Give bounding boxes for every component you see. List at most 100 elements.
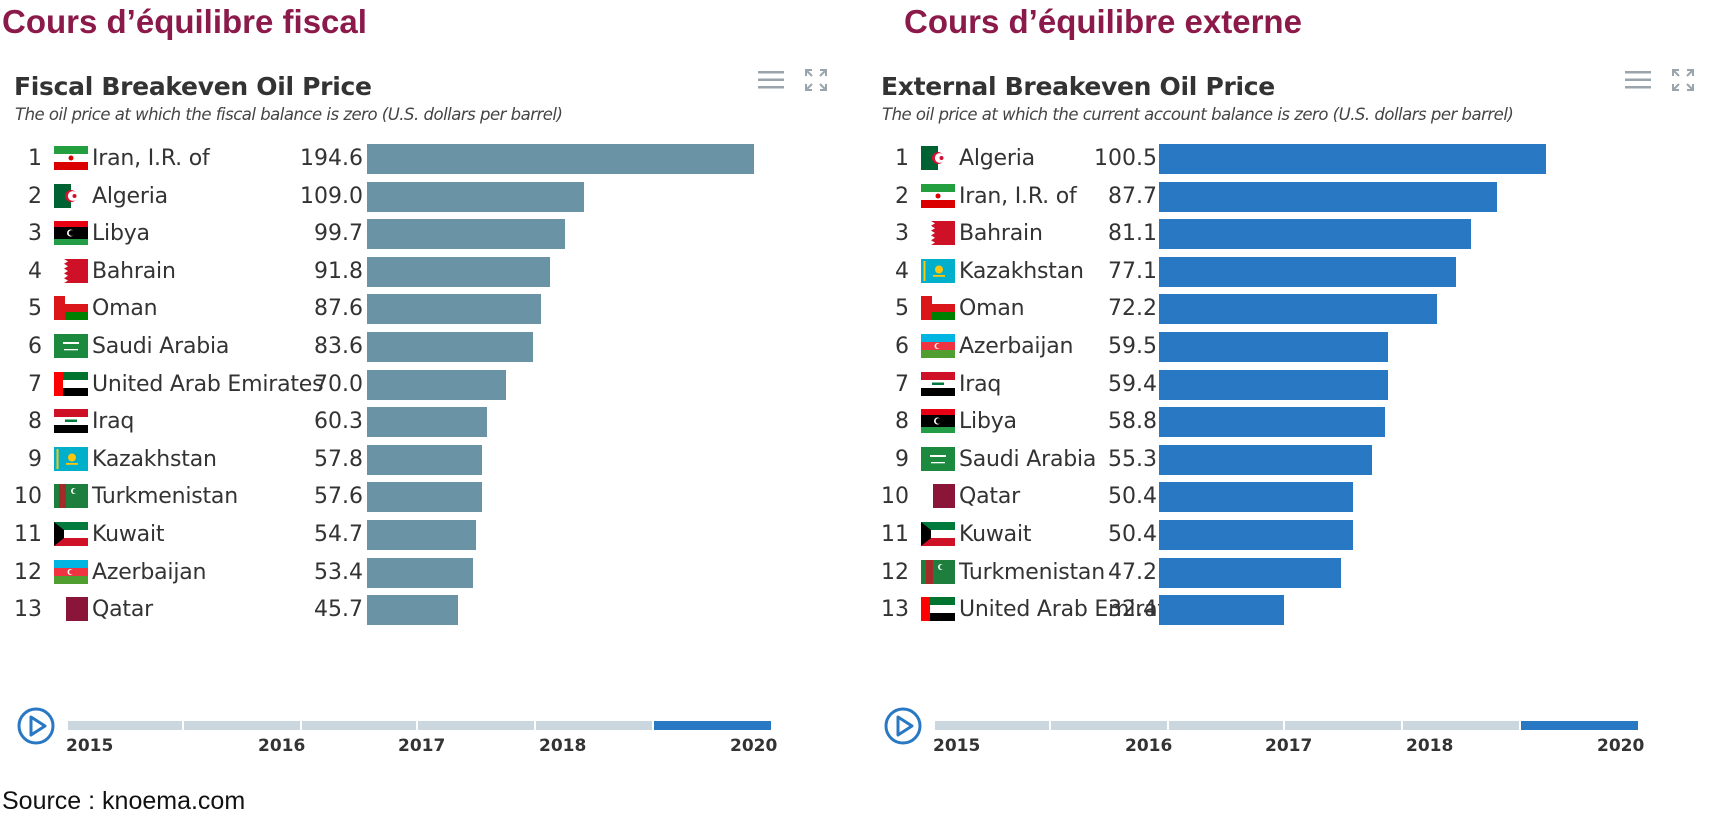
bar-row-qatar[interactable]: 13 Qatar 45.7 [0, 593, 860, 627]
flag-turkmenistan-icon [54, 484, 88, 509]
bar-row-libya[interactable]: 3 Libya 99.7 [0, 217, 860, 251]
value-label: 47.2 [1108, 559, 1157, 585]
timeline-segment[interactable] [184, 721, 300, 730]
chart-title: Fiscal Breakeven Oil Price [14, 72, 372, 101]
flag-algeria-icon [921, 146, 955, 170]
bar[interactable] [367, 482, 482, 513]
bar-row-bahrain[interactable]: 4 Bahrain 91.8 [0, 255, 860, 289]
bar-row-united-arab-emirates[interactable]: 13 United Arab Emirates 32.4 [867, 593, 1716, 627]
bar[interactable] [367, 407, 487, 438]
bar[interactable] [1159, 144, 1546, 174]
timeline-segment[interactable] [1169, 721, 1283, 730]
timeline-segment[interactable] [68, 721, 182, 730]
country-label: Turkmenistan [959, 559, 1105, 585]
play-icon[interactable] [883, 706, 923, 746]
bar[interactable] [1159, 332, 1389, 362]
timeline-segment[interactable] [302, 721, 416, 730]
timeline-segment[interactable] [418, 721, 534, 730]
bar-row-iran-i-r-of[interactable]: 2 Iran, I.R. of 87.7 [867, 180, 1716, 214]
bar[interactable] [367, 557, 474, 588]
rank-label: 4 [895, 258, 909, 284]
timeline-segment[interactable] [1285, 721, 1401, 730]
bar-row-oman[interactable]: 5 Oman 87.6 [0, 292, 860, 326]
bar[interactable] [367, 444, 482, 475]
bar[interactable] [1159, 557, 1341, 588]
menu-icon[interactable] [756, 68, 786, 92]
bar-row-azerbaijan[interactable]: 6 Azerbaijan 59.5 [867, 330, 1716, 364]
menu-icon[interactable] [1623, 68, 1653, 92]
timeline-segment[interactable] [536, 721, 652, 730]
bar-row-kuwait[interactable]: 11 Kuwait 54.7 [0, 518, 860, 552]
expand-icon[interactable] [1671, 68, 1695, 92]
bar-row-turkmenistan[interactable]: 12 Turkmenistan 47.2 [867, 556, 1716, 590]
bar-row-saudi-arabia[interactable]: 9 Saudi Arabia 55.3 [867, 443, 1716, 477]
flag-iran-i-r-of-icon [921, 183, 955, 208]
timeline-year-label[interactable]: 2020 [730, 736, 778, 756]
timeline-year-label[interactable]: 2018 [539, 736, 587, 756]
bar-row-bahrain[interactable]: 3 Bahrain 81.1 [867, 217, 1716, 251]
bar[interactable] [367, 369, 507, 400]
bar[interactable] [1159, 256, 1456, 287]
bar-row-kazakhstan[interactable]: 4 Kazakhstan 77.1 [867, 255, 1716, 289]
bar-row-kuwait[interactable]: 11 Kuwait 50.4 [867, 518, 1716, 552]
timeline-year-label[interactable]: 2020 [1597, 736, 1645, 756]
bar[interactable] [1159, 369, 1388, 400]
timeline-year-label[interactable]: 2016 [1125, 736, 1173, 756]
timeline-year-label[interactable]: 2015 [66, 736, 114, 756]
bar[interactable] [367, 332, 534, 362]
bar[interactable] [1159, 181, 1497, 212]
bar-row-azerbaijan[interactable]: 12 Azerbaijan 53.4 [0, 556, 860, 590]
bar[interactable] [1159, 407, 1386, 438]
section-heading-fiscal: Cours d’équilibre fiscal [2, 3, 367, 40]
value-label: 58.8 [1108, 409, 1157, 435]
flag-azerbaijan-icon [921, 334, 955, 359]
bar-row-oman[interactable]: 5 Oman 72.2 [867, 292, 1716, 326]
country-label: Libya [959, 409, 1017, 435]
bar[interactable] [367, 181, 584, 212]
bar[interactable] [367, 256, 550, 287]
timeline-segment[interactable] [1521, 721, 1638, 730]
timeline-segment[interactable] [654, 721, 771, 730]
flag-algeria-icon [54, 183, 88, 208]
bar-row-qatar[interactable]: 10 Qatar 50.4 [867, 480, 1716, 514]
bar[interactable] [367, 595, 458, 626]
country-label: Qatar [92, 597, 153, 623]
timeline-year-label[interactable]: 2016 [258, 736, 306, 756]
timeline-year-label[interactable]: 2018 [1406, 736, 1454, 756]
timeline-segment[interactable] [935, 721, 1049, 730]
expand-icon[interactable] [804, 68, 828, 92]
bar[interactable] [367, 144, 754, 174]
bar[interactable] [1159, 520, 1354, 550]
bar[interactable] [1159, 595, 1284, 626]
play-icon[interactable] [16, 706, 56, 746]
bar-row-algeria[interactable]: 2 Algeria 109.0 [0, 180, 860, 214]
value-label: 45.7 [314, 597, 363, 623]
bar[interactable] [1159, 294, 1438, 325]
bar[interactable] [1159, 219, 1472, 250]
value-label: 91.8 [314, 258, 363, 284]
timeline-segment[interactable] [1403, 721, 1519, 730]
value-label: 70.0 [314, 371, 363, 397]
country-label: Saudi Arabia [92, 334, 230, 359]
country-label: Kuwait [92, 522, 165, 547]
rank-label: 6 [28, 334, 42, 359]
bar-row-iran-i-r-of[interactable]: 1 Iran, I.R. of 194.6 [0, 142, 860, 176]
bar-row-saudi-arabia[interactable]: 6 Saudi Arabia 83.6 [0, 330, 860, 364]
bar-row-libya[interactable]: 8 Libya 58.8 [867, 405, 1716, 439]
bar-row-turkmenistan[interactable]: 10 Turkmenistan 57.6 [0, 480, 860, 514]
bar[interactable] [1159, 444, 1372, 475]
country-label: Kazakhstan [959, 258, 1084, 284]
bar[interactable] [367, 294, 542, 325]
bar-row-iraq[interactable]: 8 Iraq 60.3 [0, 405, 860, 439]
bar[interactable] [367, 520, 476, 550]
bar[interactable] [1159, 482, 1354, 513]
bar-row-kazakhstan[interactable]: 9 Kazakhstan 57.8 [0, 443, 860, 477]
bar-row-iraq[interactable]: 7 Iraq 59.4 [867, 368, 1716, 402]
bar[interactable] [367, 219, 566, 250]
timeline-year-label[interactable]: 2017 [398, 736, 446, 756]
timeline-year-label[interactable]: 2017 [1265, 736, 1313, 756]
bar-row-algeria[interactable]: 1 Algeria 100.5 [867, 142, 1716, 176]
timeline-year-label[interactable]: 2015 [933, 736, 981, 756]
timeline-segment[interactable] [1051, 721, 1167, 730]
bar-row-united-arab-emirates[interactable]: 7 United Arab Emirates 70.0 [0, 368, 860, 402]
